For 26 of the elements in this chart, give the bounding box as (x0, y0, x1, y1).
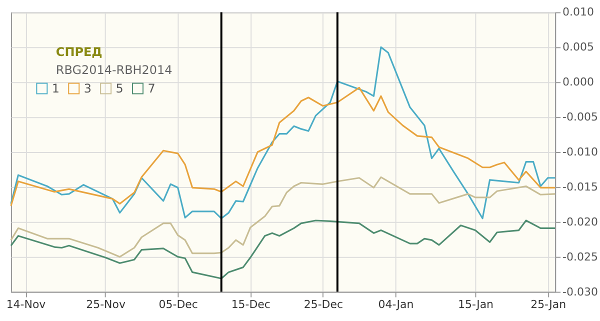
y-tick-label: -0.030 (562, 285, 598, 298)
x-tick-label: 25-Nov (86, 298, 126, 312)
y-tick-label: 0.000 (562, 76, 594, 89)
y-tick-label: -0.015 (562, 180, 598, 194)
y-tick-label: -0.020 (562, 215, 598, 228)
x-tick-label: 15-Dec (231, 298, 270, 312)
x-tick-label: 15-Jan (458, 298, 494, 312)
y-tick-label: -0.005 (562, 110, 598, 124)
x-tick-label: 05-Dec (158, 298, 198, 312)
legend-label: 3 (84, 81, 92, 96)
legend-label: 5 (116, 81, 124, 96)
y-tick-label: 0.005 (562, 40, 594, 54)
x-tick-label: 14-Nov (6, 298, 46, 312)
x-tick-label: 25-Dec (304, 298, 343, 312)
text: RBG2014-RBH2014 (56, 63, 172, 78)
y-tick-label: 0.010 (562, 6, 594, 19)
line-series (10, 46, 556, 220)
y-tick-label: -0.010 (562, 146, 598, 158)
line-series (10, 176, 556, 258)
legend-label: 7 (148, 81, 156, 96)
x-tick-label: 04-Jan (378, 298, 414, 312)
text: СПРЕД (56, 45, 102, 60)
y-tick-label: -0.025 (562, 250, 598, 264)
x-tick-label: 25-Jan (530, 298, 566, 312)
legend-label: 1 (52, 81, 60, 96)
line-series (10, 220, 556, 280)
